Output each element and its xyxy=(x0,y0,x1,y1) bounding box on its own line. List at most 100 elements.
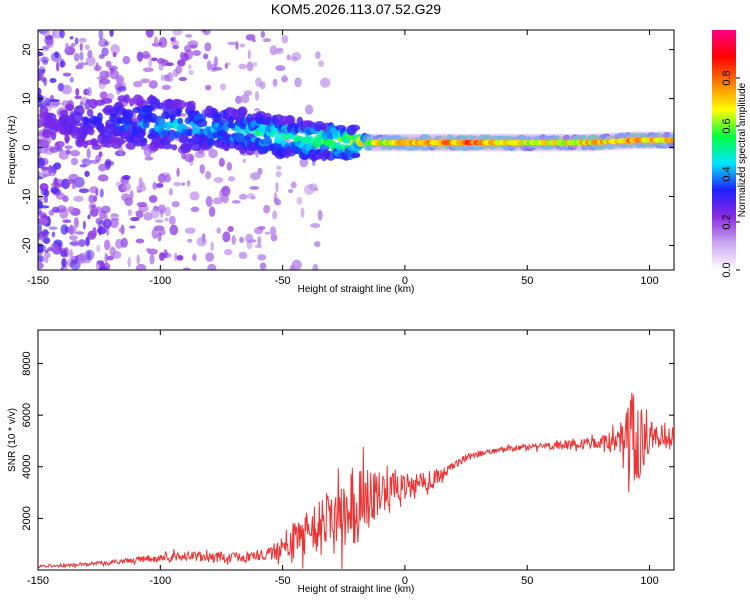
spectrogram-noise-blob xyxy=(210,241,214,252)
spectrogram-noise-blob xyxy=(148,80,158,89)
spectrogram-noise-blob xyxy=(213,56,219,67)
spectrogram-noise-blob xyxy=(139,181,146,188)
spectrogram-noise-blob xyxy=(38,171,42,177)
spectrogram-noise-blob xyxy=(86,148,91,159)
spectrogram-noise-blob xyxy=(66,179,76,185)
spectrogram-noise-blob xyxy=(152,182,158,190)
spectrogram-noise-blob xyxy=(242,158,247,163)
spectrogram-noise-blob xyxy=(227,176,236,182)
spectrogram-noise-blob xyxy=(106,160,115,165)
snr-y-tick-label: 6000 xyxy=(21,403,33,427)
spectrogram-energy-blob xyxy=(348,124,361,132)
spectrogram-noise-blob xyxy=(185,34,193,38)
spectrogram-y-tick-label: -10 xyxy=(21,189,33,205)
spectrogram-noise-blob xyxy=(158,37,168,48)
spectrogram-noise-blob xyxy=(275,198,282,206)
spectrogram-noise-blob xyxy=(203,53,209,60)
spectrogram-x-tick-label: 0 xyxy=(402,275,408,287)
spectrogram-noise-blob xyxy=(179,51,185,60)
spectrogram-noise-blob xyxy=(272,78,278,87)
spectrogram-noise-blob xyxy=(122,55,131,65)
spectrogram-noise-blob xyxy=(272,210,278,220)
spectrogram-noise-blob xyxy=(42,30,51,38)
spectrogram-noise-blob xyxy=(238,251,248,260)
spectrogram-noise-blob xyxy=(220,83,226,91)
spectrogram-noise-blob xyxy=(231,200,241,204)
spectrogram-noise-blob xyxy=(161,252,172,259)
spectrogram-noise-blob xyxy=(38,260,41,265)
spectrogram-noise-blob xyxy=(49,77,57,84)
spectrogram-y-tick-label: 0 xyxy=(21,144,33,150)
snr-x-tick-label: 100 xyxy=(640,575,658,587)
spectrogram-energy-blob xyxy=(662,131,671,140)
spectrogram-noise-blob xyxy=(310,223,321,228)
spectrogram-noise-blob xyxy=(136,201,148,208)
spectrogram-noise-blob xyxy=(62,72,72,77)
spectrogram-noise-blob xyxy=(143,212,153,221)
spectrogram-noise-blob xyxy=(259,262,267,270)
spectrogram-noise-blob xyxy=(38,223,42,234)
spectrogram-noise-blob xyxy=(196,236,207,247)
spectrogram-noise-blob xyxy=(38,87,42,96)
spectrogram-noise-blob xyxy=(257,236,262,246)
spectrogram-energy-blob xyxy=(274,133,285,144)
spectrogram-noise-blob xyxy=(55,61,60,72)
spectrogram-noise-blob xyxy=(60,250,68,258)
spectrogram-noise-blob xyxy=(213,176,224,183)
spectrogram-noise-blob xyxy=(289,264,296,270)
spectrogram-noise-blob xyxy=(90,204,96,209)
snr-axes: -150 -100 -50 0 50 100 2000 4000 6000 8000 xyxy=(21,330,674,587)
spectrogram-noise-blob xyxy=(205,252,214,262)
spectrogram-noise-blob xyxy=(264,231,271,235)
spectrogram-noise-blob xyxy=(319,77,331,88)
spectrogram-y-axis-title: Frequency (Hz) xyxy=(7,116,18,185)
spectrogram-noise-blob xyxy=(135,263,147,270)
spectrogram-y-tick-label: -20 xyxy=(21,238,33,254)
spectrogram-noise-blob xyxy=(238,63,247,70)
spectrogram-noise-blob xyxy=(136,254,140,265)
spectrogram-noise-blob xyxy=(218,157,225,167)
spectrogram-noise-blob xyxy=(109,30,114,37)
spectrogram-noise-blob xyxy=(157,204,166,214)
spectrogram-noise-blob xyxy=(122,182,131,192)
spectrogram-noise-blob xyxy=(160,74,165,82)
spectrogram-noise-blob xyxy=(99,91,108,100)
spectrogram-noise-blob xyxy=(53,177,59,186)
spectrogram-noise-blob xyxy=(286,54,291,61)
spectrogram-noise-blob xyxy=(275,181,279,193)
spectrogram-energy-blob xyxy=(141,137,148,144)
spectrogram-noise-blob xyxy=(73,217,79,228)
spectrogram-noise-blob xyxy=(70,42,76,47)
spectrogram-noise-blob xyxy=(84,249,95,261)
spectrogram-noise-blob xyxy=(52,30,62,39)
spectrogram-noise-blob xyxy=(205,170,212,180)
spectrogram-noise-blob xyxy=(100,205,111,214)
spectrogram-noise-blob xyxy=(235,95,243,104)
spectrogram-noise-blob xyxy=(77,62,88,66)
spectrogram-noise-blob xyxy=(98,80,106,90)
spectrogram-energy-blob xyxy=(42,128,52,139)
spectrogram-noise-blob xyxy=(50,101,61,106)
spectrogram-noise-blob xyxy=(73,52,80,62)
spectrogram-energy-blob xyxy=(306,135,315,145)
spectrogram-noise-blob xyxy=(85,55,96,67)
spectrogram-noise-blob xyxy=(172,30,183,36)
spectrogram-noise-blob xyxy=(104,214,109,220)
spectrogram-noise-blob xyxy=(275,171,282,178)
spectrogram-noise-blob xyxy=(205,196,213,207)
spectrogram-noise-blob xyxy=(151,57,158,62)
spectrogram-noise-blob xyxy=(69,259,81,270)
spectrogram-noise-blob xyxy=(154,219,164,223)
snr-x-tick-label: -50 xyxy=(275,575,291,587)
spectrogram-x-tick-label: -100 xyxy=(149,275,171,287)
spectrogram-noise-blob xyxy=(245,34,256,41)
spectrogram-noise-blob xyxy=(273,192,278,202)
spectrogram-noise-blob xyxy=(200,30,208,33)
spectrogram-energy-blob xyxy=(176,108,182,117)
spectrogram-noise-blob xyxy=(188,64,192,70)
spectrogram-noise-blob xyxy=(85,236,90,247)
spectrogram-noise-blob xyxy=(38,209,42,215)
colorbar-ticks: 0.0 0.2 0.4 0.6 0.8 xyxy=(721,70,740,278)
spectrogram-noise-blob xyxy=(157,173,166,184)
